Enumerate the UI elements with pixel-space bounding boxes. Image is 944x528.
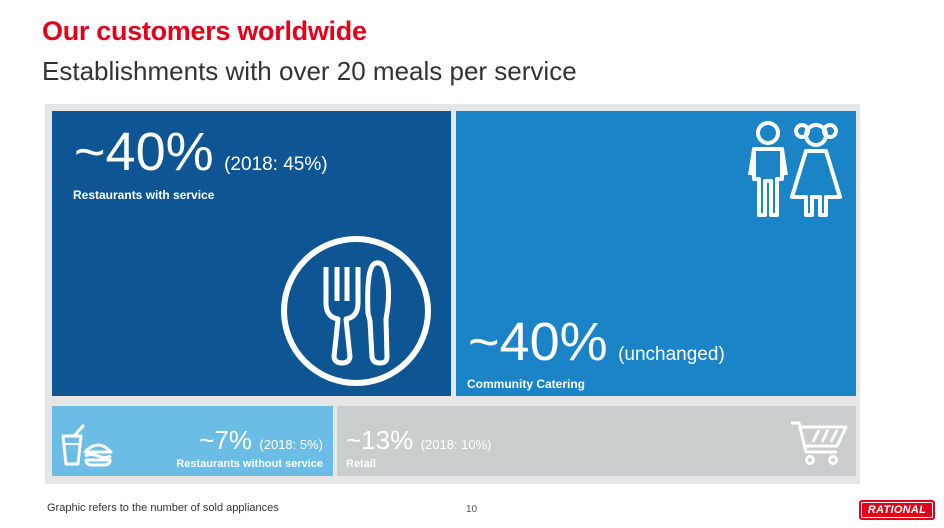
catering-label: Community Catering	[467, 377, 586, 391]
fast-food-icon	[61, 424, 113, 467]
retail-label: Retail	[346, 458, 376, 470]
retail-note: (2018: 10%)	[420, 437, 492, 452]
tile-retail: ~13% (2018: 10%) Retail	[337, 406, 856, 476]
shopping-cart-icon	[791, 421, 848, 465]
rational-logo: RATIONAL	[859, 500, 935, 520]
footnote: Graphic refers to the number of sold app…	[47, 502, 279, 514]
no-service-label: Restaurants without service	[176, 458, 323, 470]
catering-value-row: ~40% (unchanged)	[468, 315, 725, 369]
catering-percentage: ~40%	[468, 312, 608, 372]
tile-restaurants-without-service: ~7% (2018: 5%) Restaurants without servi…	[52, 406, 333, 476]
page-title: Our customers worldwide	[42, 16, 367, 46]
no-service-percentage: ~7%	[199, 425, 252, 455]
no-service-note: (2018: 5%)	[259, 437, 323, 452]
logo-text: RATIONAL	[861, 502, 933, 518]
retail-value-row: ~13% (2018: 10%)	[346, 427, 492, 454]
tile-community-catering: ~40% (unchanged) Community Catering	[456, 111, 856, 396]
catering-note: (unchanged)	[618, 344, 725, 365]
restaurants-percentage: ~40%	[74, 122, 214, 182]
tile-restaurants-with-service: ~40% (2018: 45%) Restaurants with servic…	[52, 111, 451, 396]
page-subtitle: Establishments with over 20 meals per se…	[42, 56, 577, 86]
cutlery-plate-icon	[281, 236, 431, 386]
retail-percentage: ~13%	[346, 425, 414, 455]
no-service-value-row: ~7% (2018: 5%)	[199, 427, 323, 454]
restaurants-note: (2018: 45%)	[224, 154, 328, 175]
restaurants-label: Restaurants with service	[73, 188, 215, 202]
children-icon	[748, 121, 842, 217]
page-number: 10	[466, 504, 478, 515]
restaurants-value-row: ~40% (2018: 45%)	[74, 125, 328, 179]
